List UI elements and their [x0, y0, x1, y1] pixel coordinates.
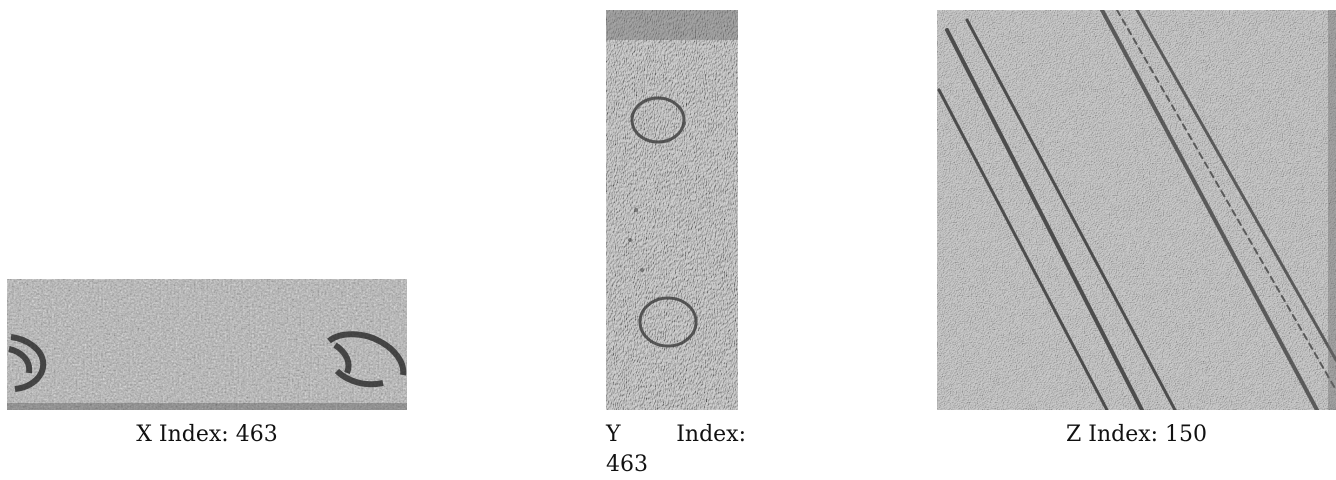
z-slice-image [937, 10, 1336, 410]
y-index-word: Index: [676, 422, 746, 447]
y-axis-letter: Y [606, 422, 621, 447]
y-slice-lower-ring [638, 296, 698, 348]
y-slice-upper-ring [630, 96, 686, 144]
x-slice-left-feature [8, 334, 47, 392]
y-index-value: 463 [606, 452, 648, 477]
y-index-caption: Y Index: 463 [606, 420, 746, 480]
z-slice-right-tube [1100, 10, 1336, 410]
y-slice-image [606, 10, 738, 410]
x-slice-right-feature [327, 331, 407, 388]
x-slice-image [7, 279, 407, 410]
x-index-caption: X Index: 463 [136, 422, 278, 447]
z-index-caption: Z Index: 150 [1065, 422, 1208, 447]
z-slice-left-tube [937, 18, 1177, 410]
